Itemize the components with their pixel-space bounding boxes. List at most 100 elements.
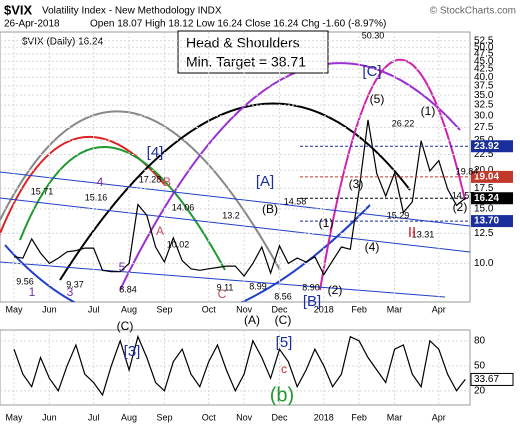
peak-label: 15.71 bbox=[31, 186, 54, 196]
wave-label: 5 bbox=[119, 260, 126, 274]
peak-label: 14.06 bbox=[172, 202, 195, 212]
x-tick-label: Mar bbox=[387, 304, 403, 314]
cycle-arc bbox=[19, 146, 226, 271]
wave-label: (4) bbox=[365, 240, 380, 254]
y-tick-label: 52.5 bbox=[474, 35, 494, 46]
x-tick-label: Apr bbox=[432, 412, 446, 422]
wave-label: B bbox=[163, 175, 171, 189]
chart-title: $VIX bbox=[4, 2, 33, 17]
wave-label: (2) bbox=[328, 283, 343, 297]
peak-label: 8.99 bbox=[249, 281, 267, 291]
cycle-arc bbox=[319, 59, 466, 291]
peak-label: 26.22 bbox=[392, 118, 415, 128]
wave-label: (B) bbox=[262, 202, 278, 216]
y-tick-label: 50.0 bbox=[474, 42, 494, 53]
wave-label: (b) bbox=[270, 384, 294, 406]
wave-label: [5] bbox=[276, 334, 293, 351]
credit: © StockCharts.com bbox=[430, 6, 516, 17]
wave-label: [A] bbox=[256, 173, 274, 190]
cycle-arcs bbox=[0, 59, 470, 302]
callout-box bbox=[177, 30, 329, 74]
wave-label: A bbox=[156, 224, 164, 238]
x-tick-label: Apr bbox=[432, 304, 446, 314]
peak-label: 10.02 bbox=[167, 239, 190, 249]
date: 26-Apr-2018 bbox=[4, 19, 60, 30]
wave-label: (C) bbox=[275, 313, 292, 327]
x-tick-label: Feb bbox=[351, 304, 367, 314]
y-tick-label: 22.5 bbox=[474, 149, 494, 160]
y-tick-label: 17.5 bbox=[474, 183, 494, 194]
y-tick-label: 37.5 bbox=[474, 80, 494, 91]
x-tick-label: Jul bbox=[88, 412, 100, 422]
y-tick-label: 35.0 bbox=[474, 90, 494, 101]
x-tick-label: 2018 bbox=[314, 412, 334, 422]
price-line bbox=[13, 119, 466, 277]
peak-label: 9.37 bbox=[66, 279, 84, 289]
wave-label: 4 bbox=[97, 175, 104, 189]
price-label: 23.92 bbox=[474, 141, 499, 152]
peak-label: 19.84 bbox=[456, 166, 479, 176]
callout-line: Head & Shoulders bbox=[186, 35, 300, 51]
peak-label: 14.57 bbox=[452, 190, 475, 200]
price-label-box bbox=[471, 192, 513, 205]
x-tick-label: May bbox=[5, 412, 23, 422]
peak-label: 13.31 bbox=[412, 229, 435, 239]
trend-line bbox=[0, 261, 446, 298]
chart-subtitle: Volatility Index - New Methodology INDX bbox=[42, 6, 222, 17]
wave-label: (A) bbox=[244, 313, 260, 327]
x-tick-label: Oct bbox=[202, 304, 217, 314]
last-value-box bbox=[470, 372, 514, 386]
x-tick-label: Oct bbox=[202, 412, 217, 422]
peak-label: 17.28 bbox=[139, 174, 162, 184]
y-tick-label: 40.0 bbox=[474, 72, 494, 83]
x-tick-label: Aug bbox=[121, 304, 137, 314]
callout-line: Min. Target = 38.71 bbox=[186, 54, 306, 70]
trend-line bbox=[0, 197, 470, 253]
wave-label: (2) bbox=[453, 200, 468, 214]
indicator-frame bbox=[0, 329, 471, 406]
y-tick-label: 20.0 bbox=[474, 165, 494, 176]
last-value-label: 33.67 bbox=[474, 374, 499, 385]
price-label-box bbox=[471, 140, 513, 153]
price-label: 16.24 bbox=[474, 193, 499, 204]
y-tick-label: 45.0 bbox=[474, 56, 494, 67]
wave-label: 3 bbox=[67, 285, 74, 299]
x-tick-label: Nov bbox=[236, 412, 253, 422]
y-tick-label: 15.0 bbox=[474, 204, 494, 215]
peak-label: 8.56 bbox=[274, 291, 292, 301]
peak-label: 50.30 bbox=[362, 30, 385, 40]
price-label-box bbox=[471, 170, 513, 183]
wave-label: (C) bbox=[117, 319, 134, 333]
cycle-arc bbox=[119, 62, 461, 291]
peak-label: 8.90 bbox=[302, 282, 320, 292]
peak-label: 14.58 bbox=[284, 196, 307, 206]
cycle-arc bbox=[4, 204, 371, 302]
cycle-arc bbox=[0, 110, 281, 271]
wave-label: C bbox=[218, 287, 227, 301]
wave-label: (1) bbox=[319, 216, 334, 230]
quote: Open 18.07 High 18.12 Low 16.24 Close 16… bbox=[90, 19, 386, 30]
peak-label: 15.16 bbox=[85, 192, 108, 202]
peak-label: 8.84 bbox=[119, 284, 137, 294]
x-tick-label: Aug bbox=[121, 412, 137, 422]
x-tick-label: Jun bbox=[42, 304, 57, 314]
y-tick-label: 50 bbox=[474, 360, 486, 371]
y-tick-label: 10.0 bbox=[474, 258, 494, 269]
wave-label: [C] bbox=[362, 63, 381, 80]
price-label-box bbox=[471, 215, 513, 228]
peak-label: 15.29 bbox=[387, 210, 410, 220]
peak-label: 9.56 bbox=[16, 276, 34, 286]
legend-label: $VIX (Daily) 16.24 bbox=[22, 37, 104, 48]
x-tick-label: Jul bbox=[88, 304, 100, 314]
y-tick-label: 32.5 bbox=[474, 100, 494, 111]
x-tick-label: Sep bbox=[156, 412, 172, 422]
wave-label: [B] bbox=[303, 293, 321, 310]
x-tick-label: Mar bbox=[387, 412, 403, 422]
price-label: 13.70 bbox=[474, 216, 499, 227]
y-tick-label: 12.5 bbox=[474, 228, 494, 239]
wave-label: c bbox=[281, 362, 287, 376]
wave-label: II bbox=[408, 224, 416, 241]
wave-label: (1) bbox=[421, 104, 436, 118]
y-tick-label: 30.0 bbox=[474, 110, 494, 121]
